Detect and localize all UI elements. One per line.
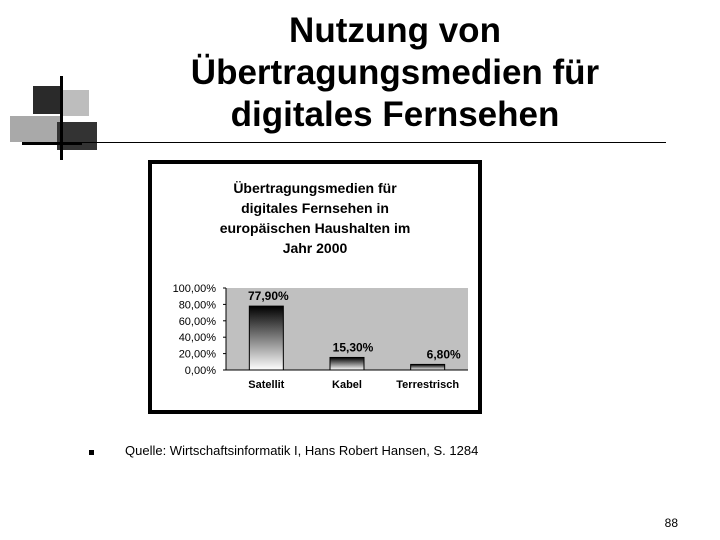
chart-frame: Übertragungsmedien für digitales Fernseh… xyxy=(148,160,482,414)
y-tick-label: 0,00% xyxy=(185,365,216,377)
y-tick-label: 80,00% xyxy=(179,299,217,311)
bullet-icon xyxy=(89,450,94,455)
chart-area: Übertragungsmedien für digitales Fernseh… xyxy=(152,164,478,410)
title-rule xyxy=(60,142,666,143)
chart-title-line: digitales Fernsehen in xyxy=(241,200,389,216)
slide-title-line: Nutzung von xyxy=(289,11,501,50)
chart-title-line: europäischen Haushalten im xyxy=(219,220,411,236)
ornament-horizontal-line xyxy=(22,142,82,145)
x-tick-label: Terrestrisch xyxy=(396,379,459,391)
ornament-gray-bar xyxy=(10,116,62,142)
data-label: 77,90% xyxy=(248,289,289,303)
chart-title-line: Jahr 2000 xyxy=(282,240,348,256)
slide-title-line: digitales Fernsehen xyxy=(230,95,560,134)
bar xyxy=(329,356,365,371)
x-tick-label: Satellit xyxy=(248,379,284,391)
slide-title: Nutzung von Übertragungsmedien für digit… xyxy=(140,10,650,136)
slide-title-line: Übertragungsmedien für xyxy=(190,53,600,92)
bar-chart-plot: 0,00% 20,00% 40,00% 60,00% 80,00% 100,00% Sate… xyxy=(173,283,468,391)
bar xyxy=(410,363,446,371)
ornament-gray-square xyxy=(63,90,89,116)
ornament-vertical-line xyxy=(60,76,63,160)
data-label: 6,80% xyxy=(427,347,461,361)
y-tick-label: 40,00% xyxy=(179,332,217,344)
y-tick-label: 100,00% xyxy=(173,283,217,295)
y-tick-label: 60,00% xyxy=(179,316,217,328)
source-citation: Quelle: Wirtschaftsinformatik I, Hans Ro… xyxy=(125,443,479,458)
data-label: 15,30% xyxy=(333,340,374,354)
chart-title: Übertragungsmedien für digitales Fernseh… xyxy=(152,178,478,258)
y-tick-label: 20,00% xyxy=(179,349,217,361)
chart-title-line: Übertragungsmedien für xyxy=(233,180,397,196)
x-tick-label: Kabel xyxy=(332,379,362,391)
corner-ornament xyxy=(0,0,110,170)
bar xyxy=(248,305,284,371)
ornament-dark-square xyxy=(33,86,63,114)
ornament-dark-bar xyxy=(57,122,97,150)
page-number: 88 xyxy=(664,516,678,530)
